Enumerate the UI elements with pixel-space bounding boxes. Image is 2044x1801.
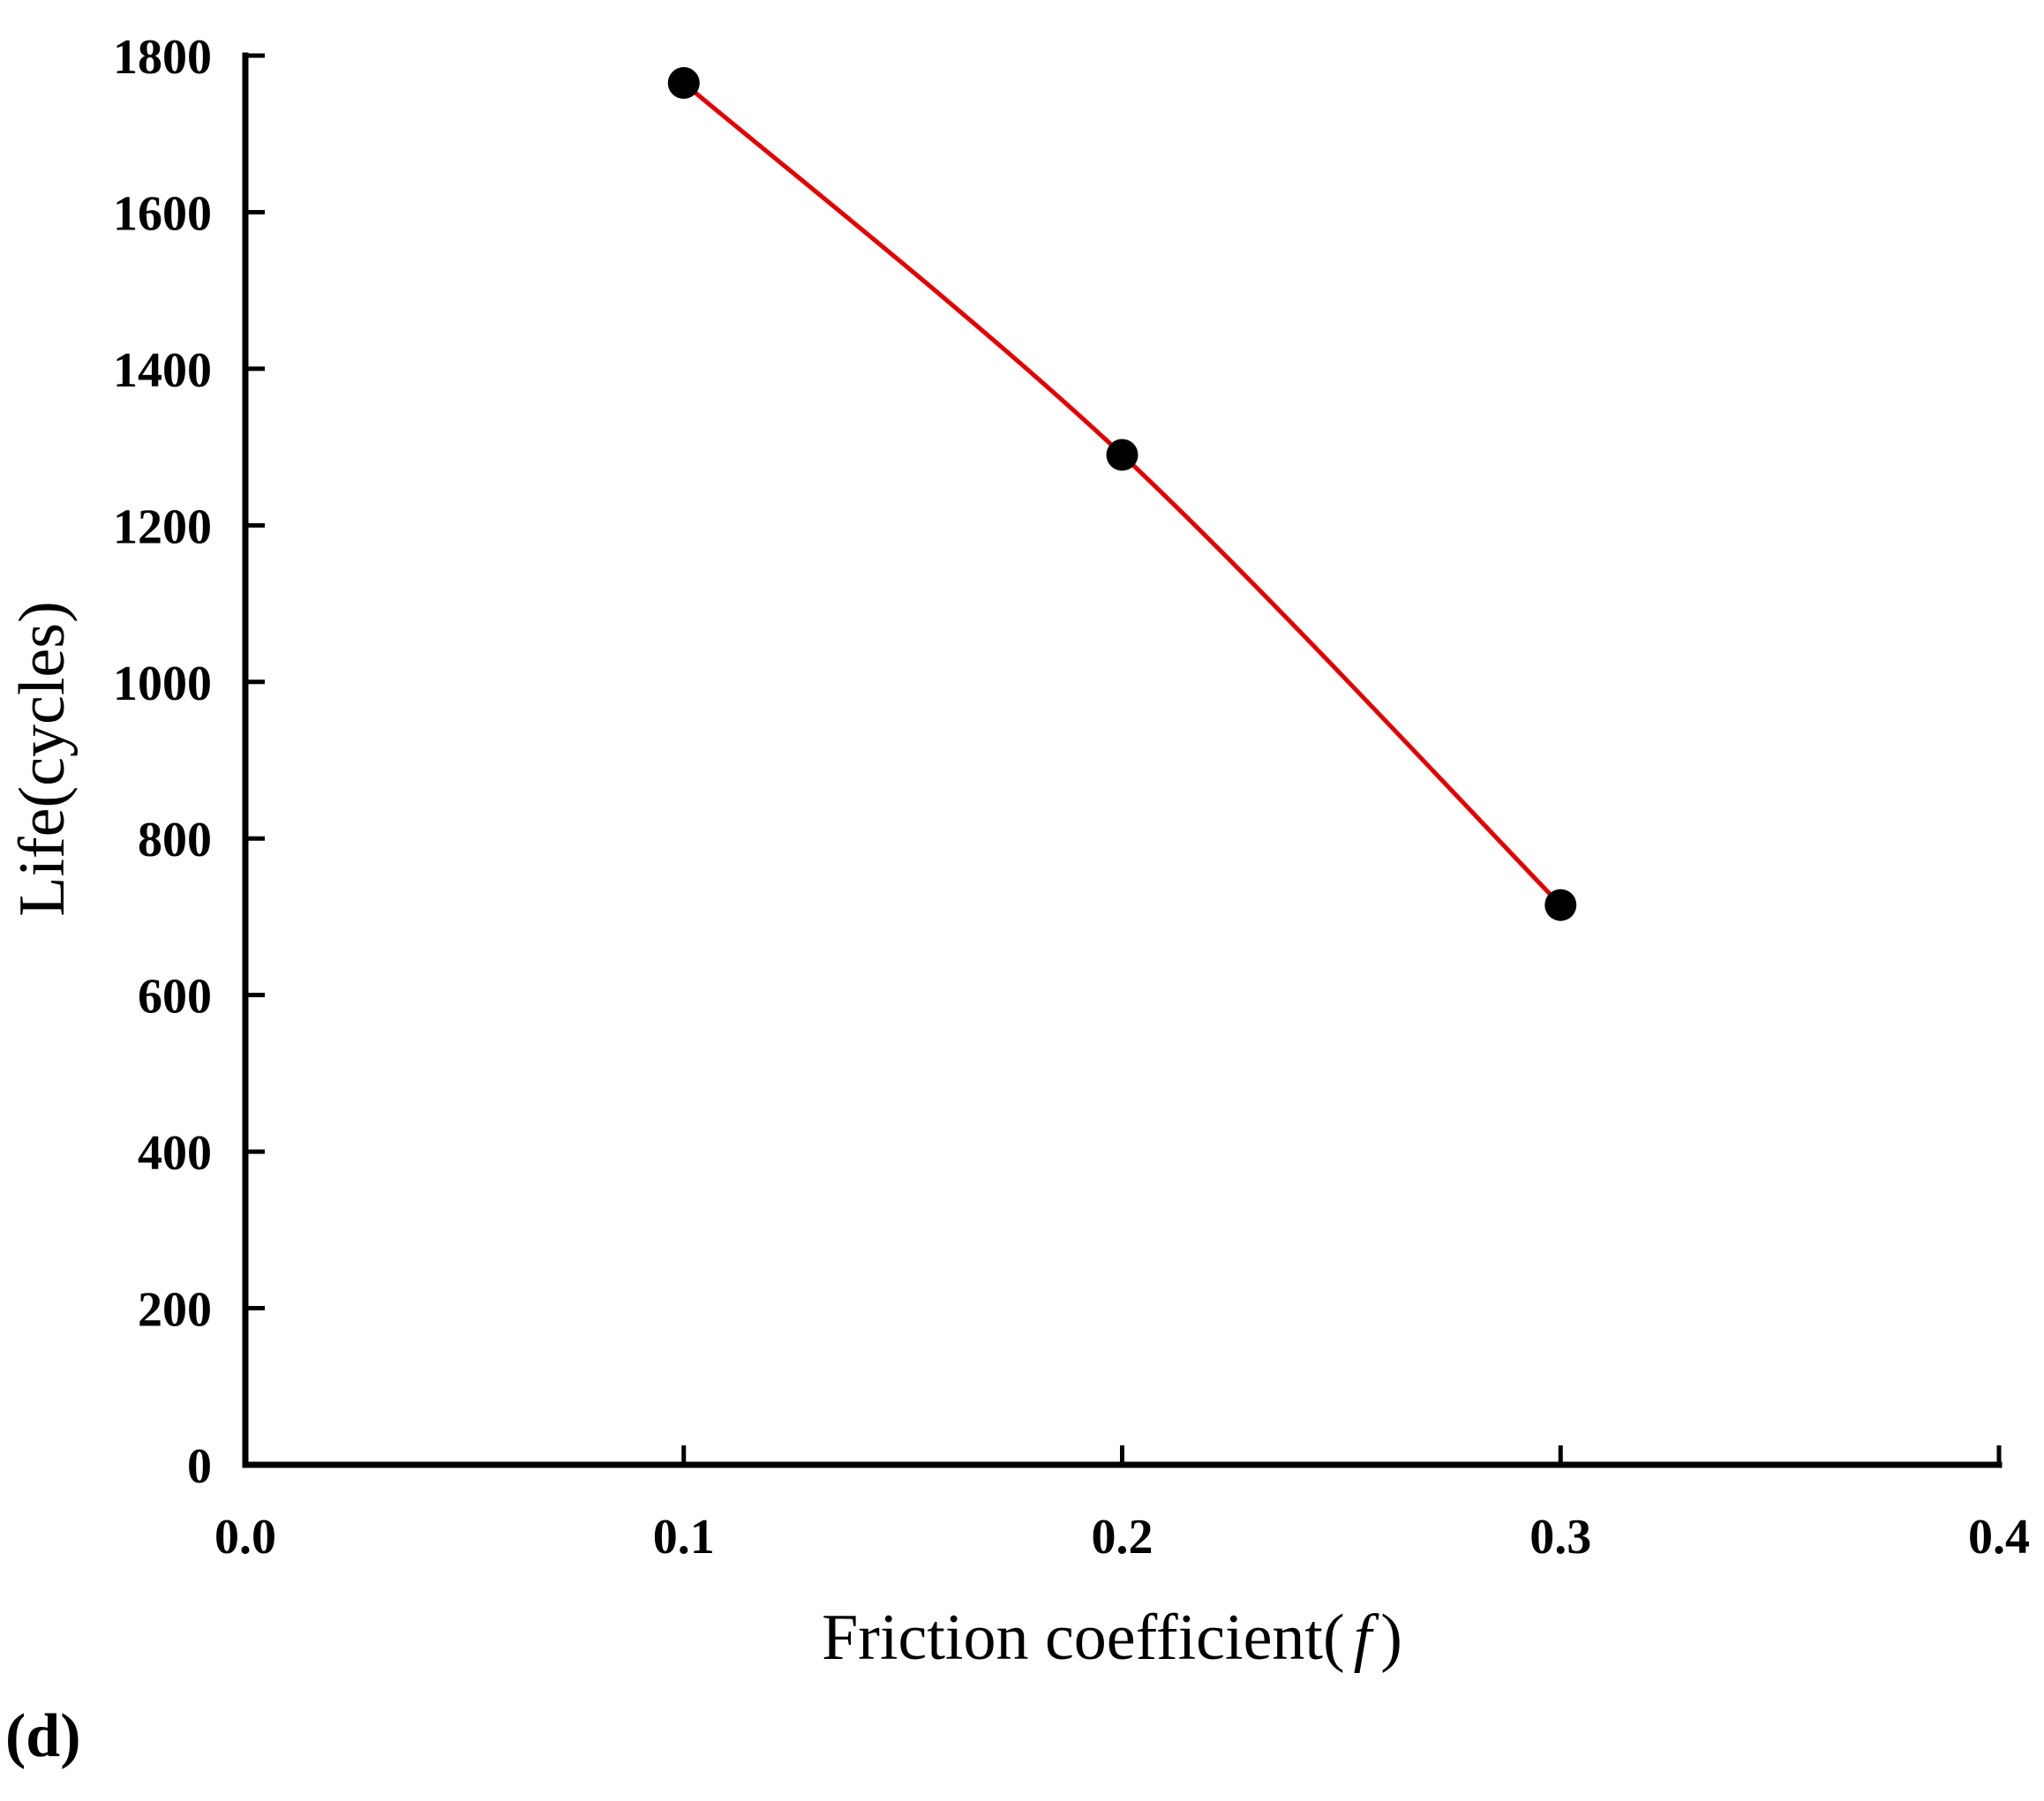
series-line [682, 81, 1563, 907]
y-tick-label: 1400 [113, 343, 212, 398]
series-layer [667, 67, 1577, 921]
y-tick-label: 1200 [113, 499, 212, 554]
y-tick-label: 400 [138, 1126, 212, 1181]
x-tick-label: 0.4 [1968, 1510, 2030, 1565]
y-tick-label: 800 [138, 813, 212, 867]
panel-label: (d) [5, 1702, 81, 1770]
data-point-marker [1544, 889, 1577, 921]
axes-layer: 0.0 0.1 0.2 0.3 0.4 0 200 400 600 800 1000 1200 1400… [113, 30, 2030, 1565]
x-tick-label: 0.3 [1529, 1510, 1591, 1565]
y-tick-label: 1000 [113, 657, 212, 711]
labels-layer: Life(cycles) Friction coefficient(f) (d) [5, 601, 1402, 1770]
x-axis-title-symbol: f [1354, 1602, 1380, 1674]
x-axis-title-text: Friction coefficient( [822, 1602, 1344, 1674]
y-tick-label: 1600 [113, 186, 212, 241]
x-axis-title-close: ) [1380, 1602, 1402, 1674]
x-tick-label: 0.0 [214, 1510, 276, 1565]
y-tick-label: 600 [138, 970, 212, 1024]
y-tick-label: 200 [138, 1283, 212, 1338]
data-point-marker [1106, 439, 1138, 471]
x-tick-label: 0.1 [653, 1510, 715, 1565]
y-tick-label: 1800 [113, 30, 212, 85]
y-axis-title: Life(cycles) [6, 601, 79, 916]
x-tick-label: 0.2 [1092, 1510, 1154, 1565]
y-tick-label: 0 [187, 1439, 212, 1494]
data-point-marker [667, 67, 700, 100]
x-axis-title: Friction coefficient(f) [822, 1602, 1402, 1674]
